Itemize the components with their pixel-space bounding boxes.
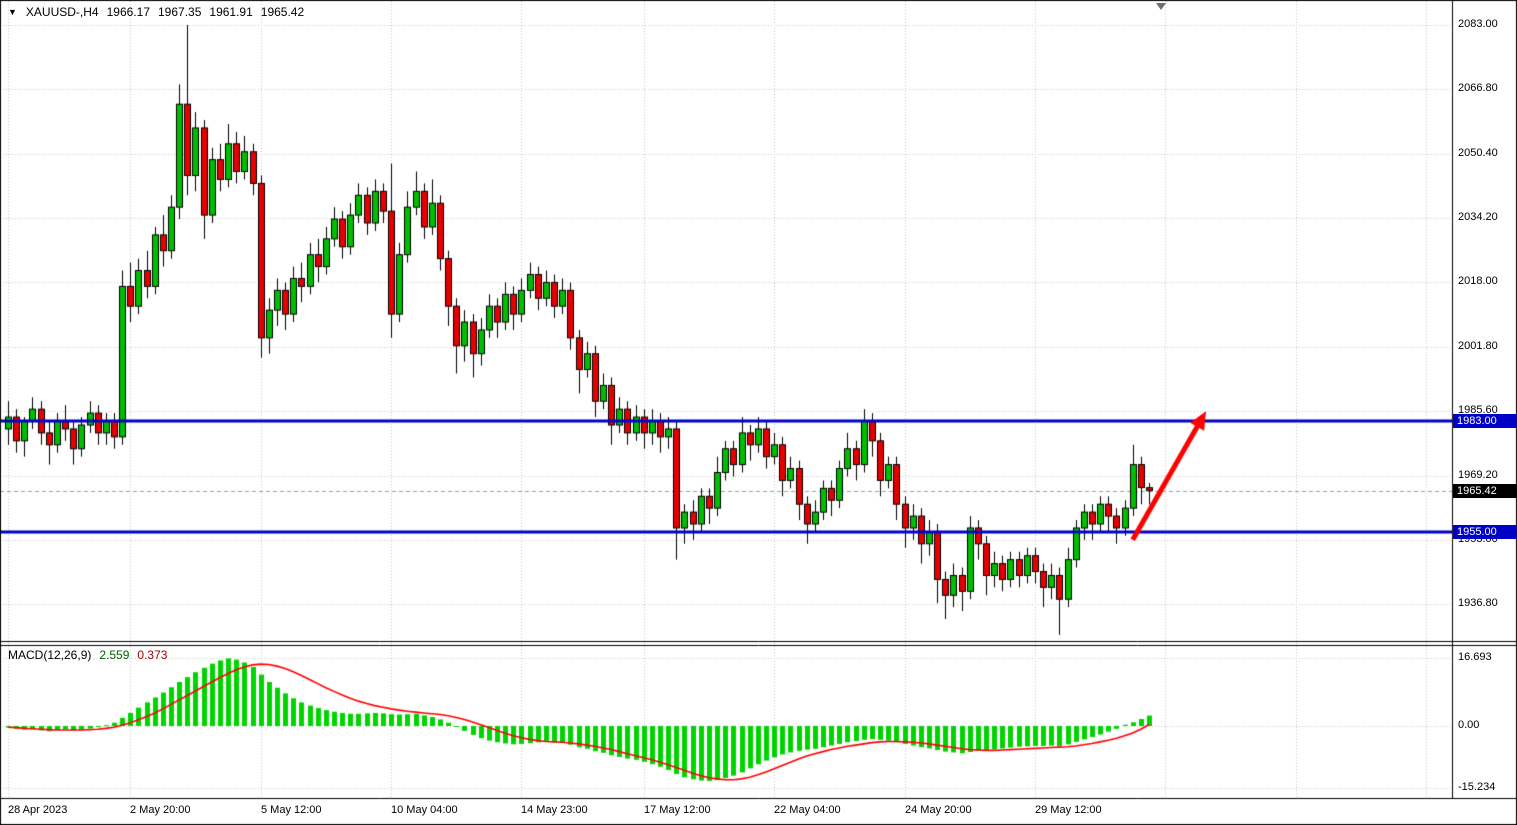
time-axis-label: 17 May 12:00 [644,804,711,816]
price-axis-label: 1985.60 [1458,404,1498,416]
symbol-dropdown-icon[interactable]: ▼ [8,7,17,17]
price-axis-label: 2066.80 [1458,82,1498,94]
ohlc-high-value: 1967.35 [158,5,202,19]
ohlc-low-value: 1961.91 [209,5,253,19]
time-axis-label: 10 May 04:00 [391,804,458,816]
support-level-price-tag: 1955.00 [1453,525,1517,539]
time-axis-label: 24 May 20:00 [905,804,972,816]
ohlc-open-value: 1966.17 [106,5,150,19]
price-axis-label: 2050.40 [1458,147,1498,159]
time-axis-label: 5 May 12:00 [261,804,322,816]
time-axis-label: 14 May 23:00 [521,804,588,816]
resistance-level-price-tag: 1983.00 [1453,414,1517,428]
price-axis-label: 2083.00 [1458,18,1498,30]
macd-signal-value: 0.373 [137,648,168,662]
macd-main-value: 2.559 [99,648,130,662]
macd-name-label: MACD(12,26,9) [8,648,92,662]
macd-indicator-header: MACD(12,26,9) 2.559 0.373 [8,648,167,662]
price-axis-label: 2018.00 [1458,275,1498,287]
time-axis-label: 2 May 20:00 [130,804,191,816]
time-axis-label: 29 May 12:00 [1035,804,1102,816]
price-axis[interactable] [1453,0,1517,798]
price-axis-label: 1969.20 [1458,469,1498,481]
time-axis-label: 28 Apr 2023 [8,804,68,816]
price-axis-label: 2034.20 [1458,211,1498,223]
time-axis[interactable] [0,799,1517,825]
ohlc-close-value: 1965.42 [260,5,305,19]
chart-shift-marker-icon[interactable] [1156,3,1166,10]
price-axis-label: 1936.80 [1458,597,1498,609]
macd-axis-label: 16.693 [1458,651,1492,663]
current-price-tag: 1965.42 [1453,484,1517,498]
macd-axis-label: -15.234 [1458,781,1496,793]
macd-axis-label: 0.00 [1458,719,1480,731]
price-axis-label: 2001.80 [1458,340,1498,352]
time-axis-label: 22 May 04:00 [774,804,841,816]
chart-ohlc-header: ▼ XAUUSD-,H4 1966.17 1967.35 1961.91 196… [8,5,304,19]
symbol-timeframe-label: XAUUSD-,H4 [25,5,99,19]
